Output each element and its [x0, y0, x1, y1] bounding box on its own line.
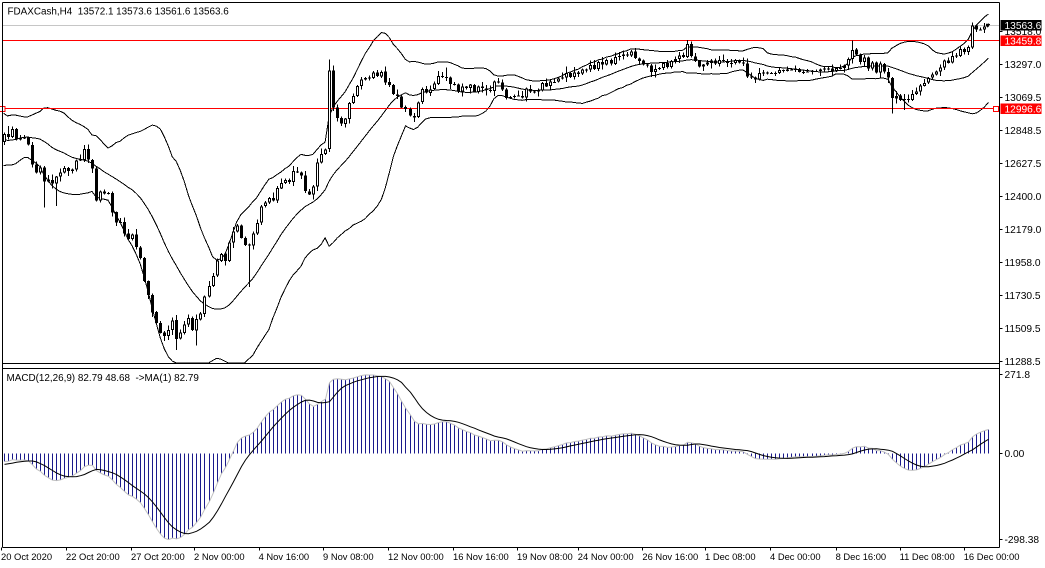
svg-text:22 Oct 20:00: 22 Oct 20:00	[66, 551, 120, 562]
svg-text:16 Nov 16:00: 16 Nov 16:00	[453, 551, 509, 562]
svg-text:4 Nov 16:00: 4 Nov 16:00	[259, 551, 310, 562]
svg-text:8 Dec 16:00: 8 Dec 16:00	[836, 551, 887, 562]
svg-text:11730.5: 11730.5	[1005, 291, 1041, 302]
svg-text:12 Nov 00:00: 12 Nov 00:00	[388, 551, 444, 562]
svg-text:271.8: 271.8	[1005, 370, 1031, 381]
svg-text:12848.5: 12848.5	[1005, 126, 1042, 137]
svg-text:11288.5: 11288.5	[1005, 357, 1041, 368]
svg-text:11509.5: 11509.5	[1005, 324, 1041, 335]
svg-text:9 Nov 08:00: 9 Nov 08:00	[323, 551, 374, 562]
svg-text:-298.38: -298.38	[1005, 535, 1040, 546]
svg-text:19 Nov 08:00: 19 Nov 08:00	[517, 551, 573, 562]
svg-text:1 Dec 08:00: 1 Dec 08:00	[705, 551, 756, 562]
svg-text:26 Nov 16:00: 26 Nov 16:00	[642, 551, 698, 562]
svg-text:13518.0: 13518.0	[1005, 27, 1042, 38]
svg-text:12996.6: 12996.6	[1005, 105, 1042, 116]
svg-text:11958.0: 11958.0	[1005, 258, 1041, 269]
svg-text:13459.8: 13459.8	[1005, 37, 1042, 48]
svg-text:12179.0: 12179.0	[1005, 225, 1042, 236]
svg-text:4 Dec 00:00: 4 Dec 00:00	[770, 551, 821, 562]
svg-text:16 Dec 00:00: 16 Dec 00:00	[964, 551, 1020, 562]
svg-text:13297.0: 13297.0	[1005, 60, 1042, 71]
svg-text:13069.5: 13069.5	[1005, 93, 1042, 104]
svg-text:27 Oct 20:00: 27 Oct 20:00	[131, 551, 185, 562]
svg-text:2 Nov 00:00: 2 Nov 00:00	[194, 551, 245, 562]
svg-text:20 Oct 2020: 20 Oct 2020	[1, 551, 52, 562]
svg-text:13563.6: 13563.6	[1005, 21, 1042, 32]
svg-text:0.00: 0.00	[1005, 449, 1025, 460]
svg-text:12627.5: 12627.5	[1005, 159, 1042, 170]
svg-text:24 Nov 00:00: 24 Nov 00:00	[578, 551, 634, 562]
svg-text:12400.0: 12400.0	[1005, 192, 1042, 203]
svg-text:MACD(12,26,9) 82.79 48.68 ->M: MACD(12,26,9) 82.79 48.68 ->MA(1) 82.79	[7, 373, 200, 384]
svg-text:11 Dec 08:00: 11 Dec 08:00	[900, 551, 955, 562]
svg-text:FDAXCash,H4 13572.1 13573.6 1: FDAXCash,H4 13572.1 13573.6 13561.6 1356…	[8, 7, 230, 18]
